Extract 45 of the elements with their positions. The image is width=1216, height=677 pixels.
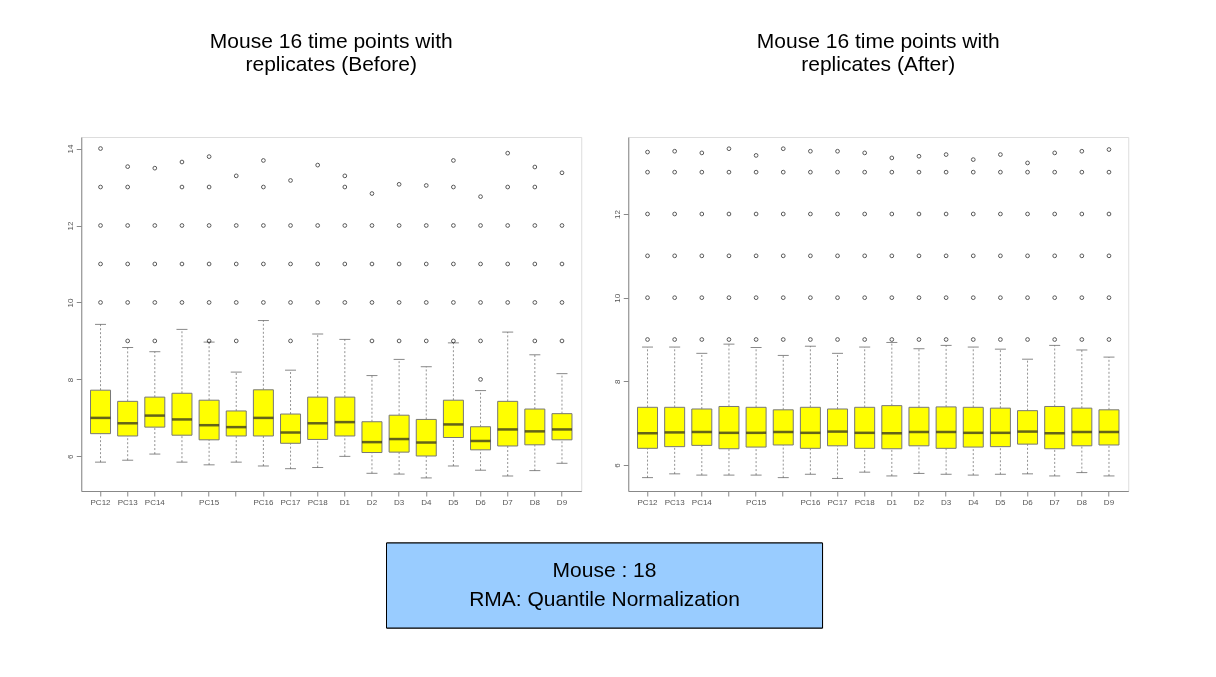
x-tick-label: D5 — [448, 497, 460, 507]
x-tick-label: D4 — [421, 497, 432, 507]
chart-title: Mouse 16 time points with replicates (After) — [756, 29, 1000, 75]
x-tick-label: PC15 — [199, 497, 220, 507]
x-tick-label: PC16 — [253, 497, 274, 507]
y-tick-label: 12 — [612, 209, 622, 219]
x-tick-label: PC17 — [827, 497, 849, 507]
y-tick-label: 8 — [612, 379, 622, 385]
x-tick-label: PC14 — [691, 497, 713, 507]
x-tick-label: PC12 — [90, 497, 112, 507]
x-tick-label: PC18 — [307, 497, 329, 507]
y-tick-label: 6 — [65, 454, 75, 460]
chart-title: Mouse 16 time points with replicates (Before) — [209, 29, 453, 75]
text: RMA: Quantile Normalization — [469, 586, 740, 610]
x-tick-label: D8 — [1076, 497, 1088, 507]
x-tick-label: D6 — [1022, 497, 1034, 507]
x-tick-label: PC17 — [280, 497, 302, 507]
y-tick-label: 14 — [65, 144, 75, 154]
x-tick-label: D2 — [913, 497, 925, 507]
x-tick-label: D3 — [940, 497, 952, 507]
x-tick-label: D8 — [529, 497, 541, 507]
x-tick-label: PC18 — [854, 497, 876, 507]
x-tick-label: D7 — [1049, 497, 1061, 507]
x-tick-label: PC13 — [664, 497, 686, 507]
x-tick-label: D7 — [502, 497, 514, 507]
x-tick-label: PC14 — [144, 497, 166, 507]
x-tick-label: D6 — [475, 497, 487, 507]
x-tick-label: PC12 — [637, 497, 659, 507]
x-tick-label: PC16 — [800, 497, 821, 507]
y-tick-label: 12 — [65, 221, 75, 231]
x-tick-label: D1 — [886, 497, 898, 507]
y-tick-label: 10 — [612, 293, 622, 303]
y-tick-label: 6 — [612, 462, 622, 468]
x-tick-label: D4 — [968, 497, 979, 507]
y-tick-label: 8 — [65, 377, 75, 383]
x-tick-label: D5 — [995, 497, 1007, 507]
x-tick-label: D2 — [366, 497, 378, 507]
text: Mouse : 18 — [552, 558, 657, 582]
x-tick-label: PC13 — [117, 497, 139, 507]
x-tick-label: D9 — [556, 497, 568, 507]
x-tick-label: D3 — [393, 497, 405, 507]
x-tick-label: PC15 — [746, 497, 767, 507]
x-tick-label: D1 — [339, 497, 351, 507]
y-tick-label: 10 — [65, 297, 75, 308]
x-tick-label: D9 — [1103, 497, 1115, 507]
